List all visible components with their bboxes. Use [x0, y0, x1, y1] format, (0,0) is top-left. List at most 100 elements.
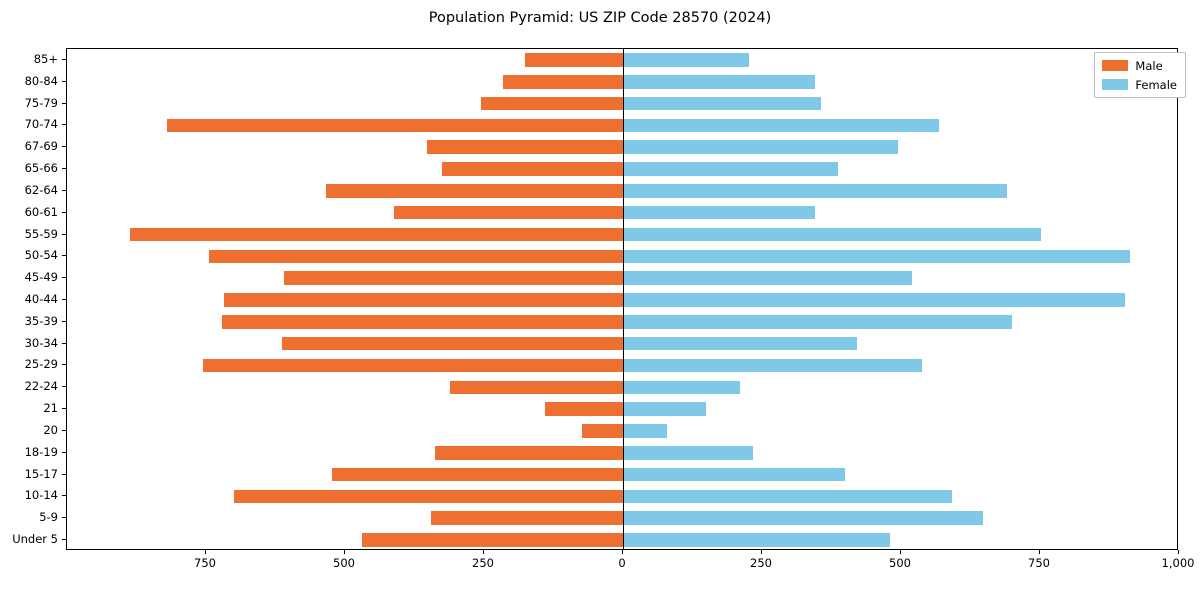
x-tick-mark: [483, 550, 484, 554]
y-tick-label-65-66: 65-66: [24, 161, 58, 176]
y-tick-label-85+: 85+: [33, 51, 58, 66]
pyramid-row: [67, 227, 1177, 242]
y-tick-label-21: 21: [43, 401, 58, 416]
bar-female-55-59: [623, 227, 1041, 242]
bar-male-62-64: [326, 184, 623, 198]
y-tick-label-45-49: 45-49: [24, 270, 58, 285]
legend-swatch-female: [1102, 79, 1129, 90]
bar-female-21: [623, 402, 707, 416]
bar-female-18-19: [623, 446, 754, 460]
pyramid-row: [67, 402, 1177, 416]
pyramid-row: [67, 140, 1177, 154]
bar-male-22-24: [450, 380, 623, 395]
bar-male-80-84: [503, 74, 623, 89]
bar-female-60-61: [623, 205, 816, 220]
y-tick-mark: [62, 233, 66, 235]
y-tick-label-25-29: 25-29: [24, 357, 58, 372]
y-tick-mark: [62, 146, 66, 148]
x-tick-label: 250: [472, 556, 494, 570]
bars-layer: [67, 49, 1177, 549]
y-tick-label-60-61: 60-61: [24, 204, 58, 219]
bar-female-65-66: [623, 162, 839, 176]
bar-male-21: [545, 402, 623, 416]
y-tick-mark: [62, 80, 66, 82]
y-tick-mark: [62, 386, 66, 388]
y-tick-mark: [62, 364, 66, 366]
y-tick-mark: [62, 58, 66, 60]
chart-legend: Male Female: [1094, 52, 1186, 98]
bar-male-30-34: [282, 336, 623, 351]
y-tick-label-15-17: 15-17: [24, 466, 58, 481]
y-tick-mark: [62, 517, 66, 519]
bar-male-under-5: [362, 533, 623, 547]
y-tick-label-22-24: 22-24: [24, 379, 58, 394]
bar-male-10-14: [233, 489, 623, 504]
bar-female-75-79: [623, 96, 822, 111]
bar-female-45-49: [623, 271, 912, 285]
y-tick-label-75-79: 75-79: [24, 95, 58, 110]
y-tick-mark: [62, 255, 66, 257]
bar-male-75-79: [480, 96, 623, 111]
y-tick-mark: [62, 408, 66, 410]
y-tick-mark: [62, 342, 66, 344]
bar-female-35-39: [623, 315, 1012, 329]
legend-label-female: Female: [1135, 77, 1177, 92]
x-tick-mark: [1178, 550, 1179, 554]
pyramid-row: [67, 424, 1177, 438]
zero-axis-line: [623, 49, 624, 549]
legend-entry-male[interactable]: Male: [1102, 58, 1177, 73]
bar-female-80-84: [623, 74, 816, 89]
pyramid-row: [67, 315, 1177, 329]
legend-entry-female[interactable]: Female: [1102, 77, 1177, 92]
x-tick-label: 500: [333, 556, 355, 570]
y-tick-mark: [62, 539, 66, 541]
x-tick-label: 1,000: [1161, 556, 1195, 570]
y-tick-mark: [62, 124, 66, 126]
pyramid-row: [67, 358, 1177, 373]
bar-female-22-24: [623, 380, 740, 395]
bar-male-50-54: [209, 249, 623, 264]
x-tick-mark: [761, 550, 762, 554]
x-tick-mark: [344, 550, 345, 554]
bar-female-25-29: [623, 358, 922, 373]
pyramid-row: [67, 205, 1177, 220]
bar-female-under-5: [623, 533, 890, 547]
bar-male-20: [582, 424, 623, 438]
pyramid-row: [67, 184, 1177, 198]
y-tick-label-50-54: 50-54: [24, 248, 58, 263]
bar-female-70-74: [623, 118, 940, 133]
bar-female-85+: [623, 53, 750, 67]
y-tick-mark: [62, 299, 66, 300]
bar-male-65-66: [442, 162, 623, 176]
y-tick-mark: [62, 211, 66, 213]
x-tick-label: 250: [750, 556, 772, 570]
pyramid-row: [67, 118, 1177, 133]
y-tick-label-62-64: 62-64: [24, 182, 58, 197]
bar-male-70-74: [167, 118, 623, 133]
x-tick-mark: [1039, 550, 1040, 554]
pyramid-row: [67, 533, 1177, 547]
bar-female-20: [623, 424, 668, 438]
y-tick-label-20: 20: [43, 422, 58, 437]
bar-female-40-44: [623, 293, 1126, 307]
pyramid-row: [67, 96, 1177, 111]
pyramid-row: [67, 336, 1177, 351]
y-tick-label-30-34: 30-34: [24, 335, 58, 350]
bar-male-45-49: [284, 271, 623, 285]
y-tick-label-70-74: 70-74: [24, 117, 58, 132]
bar-male-67-69: [427, 140, 623, 154]
pyramid-row: [67, 380, 1177, 395]
x-tick-label: 750: [1028, 556, 1050, 570]
bar-female-10-14: [623, 489, 953, 504]
y-tick-mark: [62, 168, 66, 170]
legend-swatch-male: [1102, 60, 1129, 71]
bar-male-55-59: [130, 227, 623, 242]
bar-male-35-39: [222, 315, 623, 329]
pyramid-row: [67, 293, 1177, 307]
y-tick-mark: [62, 451, 66, 453]
y-tick-label-80-84: 80-84: [24, 73, 58, 88]
y-tick-mark: [62, 320, 66, 322]
bar-male-40-44: [223, 293, 623, 307]
y-tick-mark: [62, 277, 66, 279]
